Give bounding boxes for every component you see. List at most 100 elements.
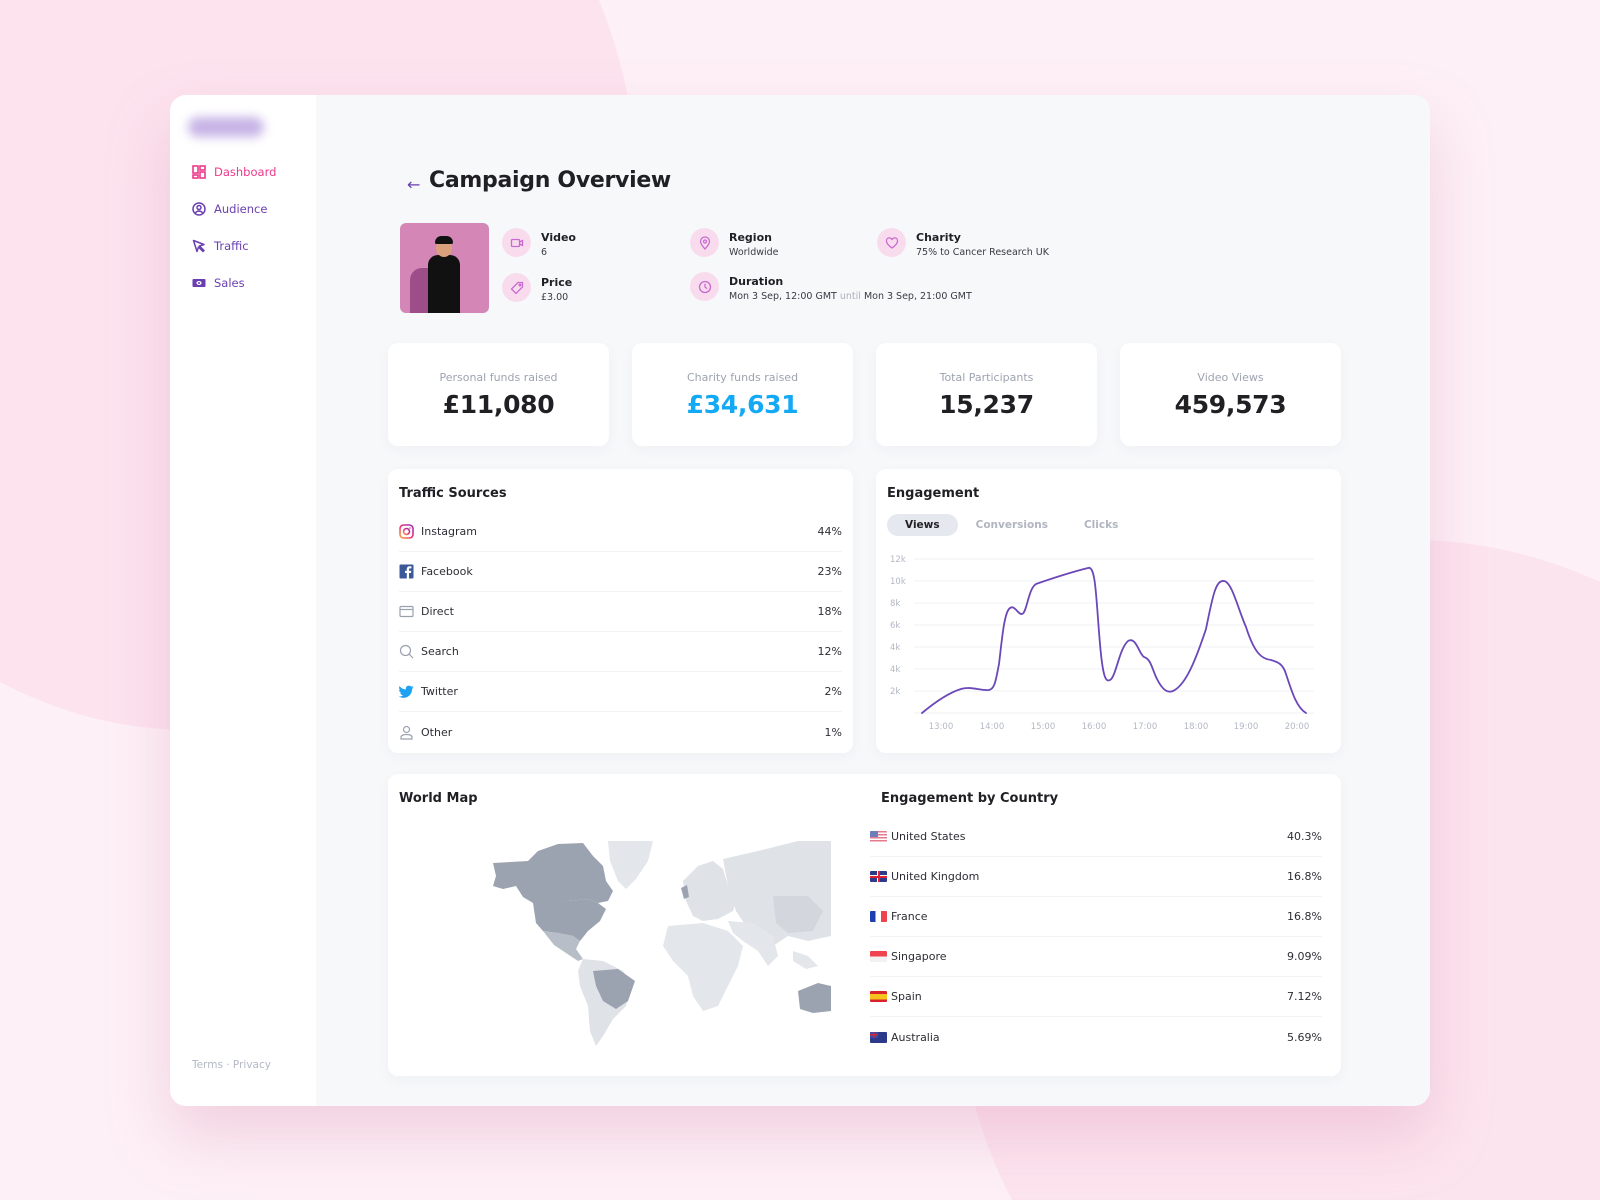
- meta-label: Duration: [729, 275, 784, 288]
- stat-value: 15,237: [939, 390, 1034, 419]
- sidebar-item-dashboard[interactable]: Dashboard: [192, 165, 276, 179]
- country-pct: 16.8%: [1287, 910, 1322, 923]
- duration-until: until: [839, 291, 861, 302]
- svg-text:20:00: 20:00: [1285, 722, 1310, 732]
- uk-flag-icon: [870, 871, 887, 882]
- country-pct: 7.12%: [1287, 990, 1322, 1003]
- meta-label: Price: [541, 276, 573, 289]
- svg-text:10k: 10k: [890, 577, 906, 587]
- svg-text:16:00: 16:00: [1082, 722, 1107, 732]
- svg-text:8k: 8k: [890, 599, 900, 609]
- country-name: United States: [891, 830, 966, 843]
- search-icon: [399, 644, 414, 659]
- back-arrow-icon[interactable]: ←: [407, 175, 421, 194]
- tab-clicks[interactable]: Clicks: [1083, 519, 1119, 531]
- logo[interactable]: [188, 117, 264, 137]
- tab-views[interactable]: Views: [887, 514, 958, 536]
- svg-text:17:00: 17:00: [1133, 722, 1158, 732]
- stat-label: Total Participants: [939, 371, 1034, 384]
- views-line: [921, 567, 1307, 714]
- y-axis-labels: 12k 10k 8k 6k 4k 4k 2k: [890, 555, 906, 697]
- sidebar-item-audience[interactable]: Audience: [192, 202, 267, 216]
- clock-icon: [698, 280, 711, 293]
- country-pct: 9.09%: [1287, 950, 1322, 963]
- svg-text:14:00: 14:00: [980, 722, 1005, 732]
- source-name: Direct: [421, 605, 454, 618]
- traffic-row-twitter[interactable]: Twitter 2%: [399, 672, 842, 712]
- engagement-tabs: Views Conversions Clicks: [887, 514, 1136, 536]
- svg-text:15:00: 15:00: [1031, 722, 1056, 732]
- footer-links[interactable]: Terms · Privacy: [192, 1059, 271, 1071]
- svg-text:13:00: 13:00: [929, 722, 954, 732]
- world-map-card: World Map: [388, 774, 1341, 1076]
- traffic-row-other[interactable]: Other 1%: [399, 712, 842, 752]
- source-pct: 12%: [817, 645, 842, 658]
- x-axis-labels: 13:00 14:00 15:00 16:00 17:00 18:00 19:0…: [929, 722, 1310, 732]
- country-row-singapore[interactable]: Singapore 9.09%: [870, 937, 1322, 977]
- country-row-spain[interactable]: Spain 7.12%: [870, 977, 1322, 1017]
- stat-card-video-views: Video Views 459,573: [1120, 343, 1341, 446]
- heart-icon: [885, 236, 898, 249]
- source-name: Twitter: [421, 685, 458, 698]
- meta-label: Charity: [916, 231, 961, 244]
- stat-label: Video Views: [1197, 371, 1264, 384]
- meta-label: Video: [541, 231, 576, 244]
- instagram-icon: [399, 524, 414, 539]
- card-title: Engagement: [887, 486, 980, 501]
- singapore-flag-icon: [870, 951, 887, 962]
- country-row-australia[interactable]: Australia 5.69%: [870, 1017, 1322, 1057]
- svg-text:4k: 4k: [890, 665, 900, 675]
- country-pct: 40.3%: [1287, 830, 1322, 843]
- traffic-row-search[interactable]: Search 12%: [399, 632, 842, 672]
- tab-conversions[interactable]: Conversions: [975, 519, 1048, 531]
- card-title: World Map: [399, 791, 478, 806]
- svg-text:12k: 12k: [890, 555, 906, 565]
- meta-value: Mon 3 Sep, 12:00 GMT until Mon 3 Sep, 21…: [729, 291, 972, 302]
- meta-value: Worldwide: [729, 247, 779, 258]
- sidebar-item-traffic[interactable]: Traffic: [192, 239, 249, 253]
- browser-window-icon: [399, 605, 414, 618]
- world-map[interactable]: [488, 841, 831, 1046]
- source-pct: 23%: [817, 565, 842, 578]
- source-name: Other: [421, 725, 453, 739]
- meta-region: Region Worldwide: [690, 228, 779, 258]
- country-pct: 16.8%: [1287, 870, 1322, 883]
- stat-label: Personal funds raised: [439, 371, 558, 384]
- country-row-us[interactable]: United States 40.3%: [870, 817, 1322, 857]
- sidebar: Dashboard Audience Traffic Sales Terms ·…: [170, 95, 316, 1106]
- country-name: Australia: [891, 1030, 940, 1044]
- svg-text:19:00: 19:00: [1234, 722, 1259, 732]
- facebook-icon: [399, 564, 414, 579]
- app-window: Dashboard Audience Traffic Sales Terms ·…: [170, 95, 1430, 1106]
- stat-value: £11,080: [442, 390, 555, 419]
- traffic-row-facebook[interactable]: Facebook 23%: [399, 552, 842, 592]
- svg-text:6k: 6k: [890, 621, 900, 631]
- country-row-france[interactable]: France 16.8%: [870, 897, 1322, 937]
- traffic-row-instagram[interactable]: Instagram 44%: [399, 512, 842, 552]
- source-name: Facebook: [421, 565, 473, 578]
- sidebar-item-label: Sales: [214, 276, 245, 290]
- main-content: ← Campaign Overview Video 6 Price £3.00: [316, 95, 1430, 1106]
- sidebar-item-label: Dashboard: [214, 165, 277, 179]
- source-name: Instagram: [421, 525, 477, 538]
- svg-text:4k: 4k: [890, 643, 900, 653]
- country-row-uk[interactable]: United Kingdom 16.8%: [870, 857, 1322, 897]
- engagement-line-chart: 12k 10k 8k 6k 4k 4k 2k 13:00 14:00 15:00…: [890, 555, 1314, 732]
- stat-value: 459,573: [1174, 390, 1287, 419]
- card-title: Traffic Sources: [399, 486, 507, 501]
- country-name: Spain: [891, 990, 922, 1003]
- card-title: Engagement by Country: [881, 791, 1059, 806]
- location-pin-icon: [699, 235, 710, 250]
- country-name: France: [891, 910, 928, 923]
- traffic-row-direct[interactable]: Direct 18%: [399, 592, 842, 632]
- sidebar-item-sales[interactable]: Sales: [192, 276, 245, 290]
- stat-value: £34,631: [686, 390, 799, 419]
- stat-card-total-participants: Total Participants 15,237: [876, 343, 1097, 446]
- meta-video: Video 6: [502, 228, 576, 258]
- meta-value: £3.00: [541, 292, 569, 303]
- meta-label: Region: [729, 231, 772, 244]
- france-flag-icon: [870, 911, 887, 922]
- twitter-icon: [399, 685, 414, 698]
- svg-text:18:00: 18:00: [1184, 722, 1209, 732]
- price-tag-icon: [510, 281, 523, 294]
